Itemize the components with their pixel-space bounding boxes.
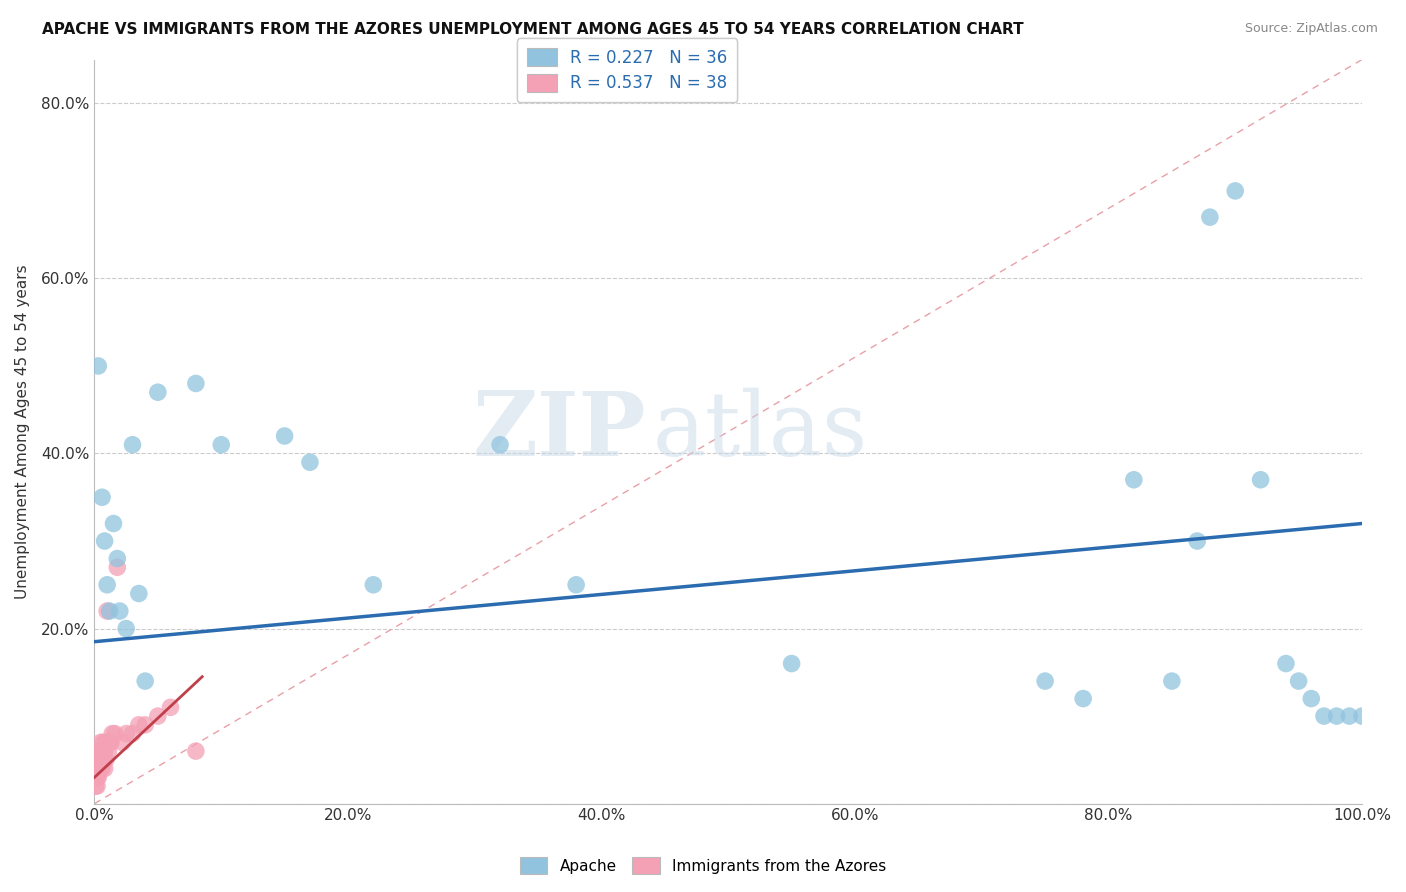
Point <box>1301 691 1323 706</box>
Point <box>1275 657 1298 671</box>
Point <box>146 709 169 723</box>
Text: APACHE VS IMMIGRANTS FROM THE AZORES UNEMPLOYMENT AMONG AGES 45 TO 54 YEARS CORR: APACHE VS IMMIGRANTS FROM THE AZORES UNE… <box>42 22 1024 37</box>
Point <box>115 726 138 740</box>
Point <box>105 551 128 566</box>
Point <box>90 753 112 767</box>
Point <box>91 490 114 504</box>
Point <box>94 735 117 749</box>
Point <box>93 744 115 758</box>
Point <box>1339 709 1361 723</box>
Legend: R = 0.227   N = 36, R = 0.537   N = 38: R = 0.227 N = 36, R = 0.537 N = 38 <box>516 38 737 103</box>
Point <box>134 718 156 732</box>
Point <box>101 726 124 740</box>
Point <box>86 753 108 767</box>
Point <box>1199 210 1222 224</box>
Text: ZIP: ZIP <box>472 388 645 475</box>
Point <box>84 753 107 767</box>
Point <box>1160 674 1182 689</box>
Point <box>1033 674 1056 689</box>
Point <box>146 385 169 400</box>
Point <box>209 438 232 452</box>
Point <box>87 770 110 784</box>
Point <box>184 744 207 758</box>
Point <box>87 753 110 767</box>
Point <box>96 578 118 592</box>
Point <box>97 744 120 758</box>
Point <box>103 516 125 531</box>
Point <box>489 438 512 452</box>
Point <box>98 735 121 749</box>
Point <box>273 429 295 443</box>
Point <box>111 735 134 749</box>
Point <box>100 735 122 749</box>
Point <box>91 744 114 758</box>
Point <box>1250 473 1272 487</box>
Point <box>121 726 143 740</box>
Text: Source: ZipAtlas.com: Source: ZipAtlas.com <box>1244 22 1378 36</box>
Point <box>86 762 108 776</box>
Point <box>89 762 111 776</box>
Point <box>93 534 115 549</box>
Point <box>1313 709 1336 723</box>
Point <box>1326 709 1348 723</box>
Point <box>780 657 803 671</box>
Point <box>105 560 128 574</box>
Point <box>93 762 115 776</box>
Point <box>108 604 131 618</box>
Point <box>89 744 111 758</box>
Point <box>84 762 107 776</box>
Point <box>128 718 150 732</box>
Point <box>93 753 115 767</box>
Legend: Apache, Immigrants from the Azores: Apache, Immigrants from the Azores <box>513 851 893 880</box>
Point <box>84 770 107 784</box>
Point <box>90 735 112 749</box>
Point <box>84 779 107 793</box>
Point <box>565 578 588 592</box>
Point <box>121 438 143 452</box>
Point <box>86 770 108 784</box>
Point <box>98 604 121 618</box>
Point <box>1187 534 1209 549</box>
Point <box>134 674 156 689</box>
Point <box>104 726 127 740</box>
Point <box>298 455 321 469</box>
Text: atlas: atlas <box>652 388 868 475</box>
Point <box>115 622 138 636</box>
Point <box>1351 709 1374 723</box>
Point <box>363 578 385 592</box>
Point <box>87 359 110 373</box>
Point <box>91 762 114 776</box>
Point <box>96 604 118 618</box>
Y-axis label: Unemployment Among Ages 45 to 54 years: Unemployment Among Ages 45 to 54 years <box>15 264 30 599</box>
Point <box>1225 184 1247 198</box>
Point <box>1071 691 1094 706</box>
Point <box>94 753 117 767</box>
Point <box>184 376 207 391</box>
Point <box>159 700 181 714</box>
Point <box>1122 473 1144 487</box>
Point <box>87 762 110 776</box>
Point <box>93 735 115 749</box>
Point <box>128 586 150 600</box>
Point <box>86 779 108 793</box>
Point <box>1288 674 1310 689</box>
